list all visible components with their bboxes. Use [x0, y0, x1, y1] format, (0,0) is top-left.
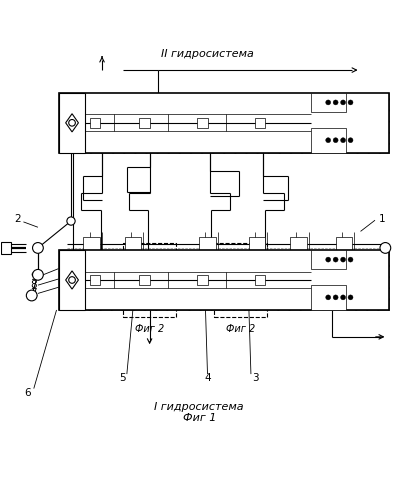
Bar: [255, 274, 266, 285]
Bar: [197, 274, 208, 285]
Text: Фиг 2: Фиг 2: [135, 324, 164, 334]
Circle shape: [333, 257, 338, 262]
Text: 2: 2: [14, 214, 21, 224]
Bar: [255, 118, 266, 128]
Circle shape: [341, 295, 346, 300]
Bar: [199, 236, 216, 260]
Circle shape: [348, 138, 353, 142]
Polygon shape: [66, 271, 78, 289]
Text: Фиг 2: Фиг 2: [226, 324, 255, 334]
Text: 9: 9: [30, 272, 37, 282]
Bar: [1, 242, 11, 254]
Circle shape: [326, 257, 331, 262]
Bar: [85, 250, 311, 272]
Circle shape: [32, 270, 43, 280]
Circle shape: [326, 100, 331, 105]
Bar: [90, 274, 100, 285]
Circle shape: [26, 290, 37, 301]
Bar: [249, 236, 266, 260]
Circle shape: [333, 100, 338, 105]
Bar: [85, 93, 311, 114]
Bar: [311, 285, 346, 310]
Bar: [139, 118, 149, 128]
Bar: [123, 242, 176, 318]
Bar: [139, 274, 149, 285]
Bar: [85, 288, 311, 310]
Bar: [311, 93, 346, 112]
Circle shape: [333, 138, 338, 142]
Bar: [311, 93, 390, 153]
Circle shape: [326, 138, 331, 142]
Text: Фиг 1: Фиг 1: [183, 412, 216, 422]
Bar: [59, 93, 85, 153]
Circle shape: [32, 242, 43, 254]
Circle shape: [348, 295, 353, 300]
Text: 8: 8: [30, 280, 37, 290]
Circle shape: [333, 295, 338, 300]
Bar: [83, 236, 100, 260]
Circle shape: [69, 120, 76, 126]
Circle shape: [380, 242, 391, 254]
Bar: [90, 118, 100, 128]
Bar: [290, 236, 307, 260]
Bar: [311, 250, 346, 269]
Text: 7: 7: [30, 288, 37, 298]
Circle shape: [348, 257, 353, 262]
Bar: [59, 93, 390, 153]
Text: II гидросистема: II гидросистема: [161, 48, 254, 58]
Bar: [311, 128, 346, 153]
Bar: [125, 236, 142, 260]
Bar: [336, 236, 352, 260]
Circle shape: [341, 100, 346, 105]
Circle shape: [67, 217, 75, 225]
Bar: [59, 250, 390, 310]
Text: I гидросистема: I гидросистема: [154, 402, 244, 412]
Text: 1: 1: [379, 214, 386, 224]
Bar: [197, 118, 208, 128]
Text: 4: 4: [204, 373, 211, 383]
Bar: [59, 250, 85, 310]
Text: 5: 5: [120, 373, 126, 383]
Circle shape: [341, 138, 346, 142]
Circle shape: [326, 295, 331, 300]
Bar: [311, 250, 390, 310]
Text: 3: 3: [252, 373, 259, 383]
Circle shape: [341, 257, 346, 262]
Bar: [85, 132, 311, 153]
Circle shape: [348, 100, 353, 105]
Text: 6: 6: [24, 388, 31, 398]
Bar: [214, 242, 268, 318]
Polygon shape: [66, 114, 78, 132]
Circle shape: [69, 276, 76, 283]
